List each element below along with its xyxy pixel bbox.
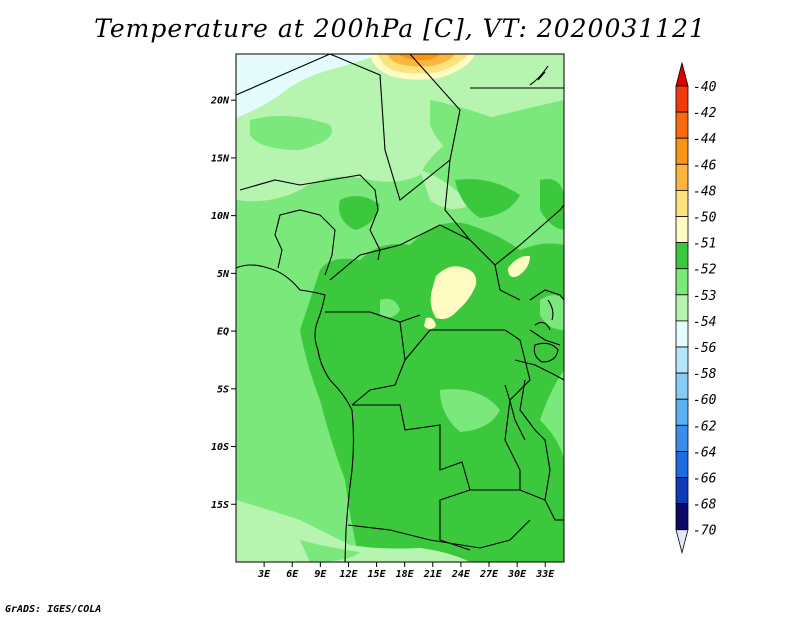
field-warm-central-2 bbox=[424, 317, 436, 329]
lon-tick-label: 24E bbox=[451, 569, 471, 580]
colorbar-segment bbox=[675, 268, 689, 296]
colorbar-segment bbox=[675, 424, 689, 452]
coastline-west-africa bbox=[236, 264, 355, 562]
border-north-east bbox=[529, 65, 549, 86]
colorbar-label: -51 bbox=[693, 237, 716, 252]
field-patch-north-1 bbox=[250, 116, 332, 150]
lon-tick-label: 18E bbox=[396, 569, 415, 580]
border-angola bbox=[352, 404, 521, 491]
lon-tick-label: 21E bbox=[423, 569, 443, 580]
colorbar-label: -66 bbox=[693, 472, 717, 487]
border-zambia bbox=[439, 489, 564, 551]
border-congo-basin bbox=[325, 311, 531, 471]
lat-tick-label: 10S bbox=[211, 442, 229, 453]
border-sahara bbox=[236, 54, 564, 201]
colorbar-bottom-arrow bbox=[675, 529, 689, 555]
lon-tick-label: 30E bbox=[507, 569, 527, 580]
field-green-central bbox=[300, 222, 564, 562]
lat-tick-label: EQ bbox=[217, 327, 229, 338]
colorbar-label: -64 bbox=[693, 445, 716, 460]
colorbar-segment bbox=[675, 346, 689, 374]
lat-tick-label: 5N bbox=[217, 269, 230, 280]
colorbar-label: -40 bbox=[693, 80, 717, 95]
map-title: Temperature at 200hPa [C], VT: 202003112… bbox=[94, 14, 706, 43]
field-pale-southwest bbox=[236, 500, 470, 562]
lake-victoria bbox=[533, 342, 559, 363]
field-patch-north-3 bbox=[420, 170, 470, 209]
colorbar-label: -54 bbox=[693, 315, 716, 330]
colorbar-segment bbox=[675, 85, 689, 113]
colorbar-segment bbox=[675, 137, 689, 165]
colorbar: -40 -42 -44 -46 -48 -50 -51 -52 -53 -54 -56 -58 -60 -… bbox=[675, 61, 717, 555]
lon-tick-label: 6E bbox=[286, 569, 299, 580]
colorbar-segment bbox=[675, 477, 689, 505]
lon-tick-label: 15E bbox=[368, 569, 387, 580]
colorbar-label: -58 bbox=[693, 367, 717, 382]
colorbar-segment bbox=[675, 242, 689, 270]
field-light-hole-3 bbox=[540, 295, 564, 330]
border-east-africa bbox=[514, 289, 564, 501]
colorbar-label: -52 bbox=[693, 263, 717, 278]
colorbar-label: -53 bbox=[693, 289, 716, 304]
lon-tick-label: 33E bbox=[535, 569, 555, 580]
field-pale-north bbox=[236, 54, 564, 202]
field-light-hole-2 bbox=[380, 298, 400, 318]
field-green-patch-1 bbox=[339, 196, 380, 230]
colorbar-top-arrow bbox=[675, 61, 689, 87]
lat-tick-label: 20N bbox=[210, 96, 230, 107]
lat-tick-label: 5S bbox=[217, 384, 229, 395]
field-green-patch-2 bbox=[455, 179, 520, 218]
colorbar-segment bbox=[675, 163, 689, 191]
border-central-african bbox=[329, 224, 521, 301]
colorbar-label: -48 bbox=[693, 184, 717, 199]
border-sudan bbox=[444, 159, 564, 266]
lon-tick-label: 27E bbox=[479, 569, 499, 580]
colorbar-segment bbox=[675, 294, 689, 322]
colorbar-label: -46 bbox=[693, 158, 717, 173]
map-frame bbox=[235, 53, 565, 563]
colorbar-label: -70 bbox=[693, 524, 717, 539]
colorbar-segment bbox=[675, 372, 689, 400]
lat-tick-label: 10N bbox=[211, 211, 230, 222]
lon-tick-label: 3E bbox=[257, 569, 271, 580]
map-borders bbox=[236, 54, 564, 562]
colorbar-segment bbox=[675, 398, 689, 426]
colorbar-label: -44 bbox=[693, 132, 716, 147]
field-light-hole-1 bbox=[440, 389, 500, 432]
colorbar-label: -62 bbox=[693, 419, 717, 434]
colorbar-segment bbox=[675, 111, 689, 139]
colorbar-segment bbox=[675, 189, 689, 217]
colorbar-segment bbox=[675, 216, 689, 244]
border-niger-chad bbox=[239, 174, 381, 261]
border-nigeria-cameroon bbox=[274, 209, 336, 276]
longitude-axis: 3E 6E 9E 12E 15E 18E 21E 24E 27E 30E 33E bbox=[257, 562, 555, 580]
colorbar-segment bbox=[675, 320, 689, 348]
border-nile-lakes bbox=[534, 299, 554, 331]
colorbar-segment bbox=[675, 450, 689, 478]
field-warm-central bbox=[430, 266, 477, 319]
grads-credit: GrADS: IGES/COLA bbox=[5, 604, 102, 615]
field-warm-north-4 bbox=[398, 54, 440, 61]
field-pale-northwest bbox=[236, 54, 380, 118]
temperature-field bbox=[236, 54, 564, 562]
colorbar-label: -60 bbox=[693, 393, 717, 408]
lat-tick-label: 15N bbox=[211, 153, 230, 164]
colorbar-label: -50 bbox=[693, 211, 717, 226]
lon-tick-label: 9E bbox=[314, 569, 327, 580]
colorbar-label: -42 bbox=[693, 106, 717, 121]
colorbar-label: -68 bbox=[693, 498, 717, 513]
latitude-axis: 20N 15N 10N 5N EQ 5S 10S 15S bbox=[210, 96, 236, 511]
lon-tick-label: 12E bbox=[339, 569, 358, 580]
border-namibia bbox=[347, 519, 531, 549]
field-warm-east bbox=[508, 255, 530, 277]
lat-tick-label: 15S bbox=[211, 500, 229, 511]
lake-tanganyika bbox=[504, 384, 526, 441]
colorbar-label: -56 bbox=[693, 341, 717, 356]
field-green-patch-3 bbox=[540, 179, 564, 230]
colorbar-segment bbox=[675, 503, 689, 531]
